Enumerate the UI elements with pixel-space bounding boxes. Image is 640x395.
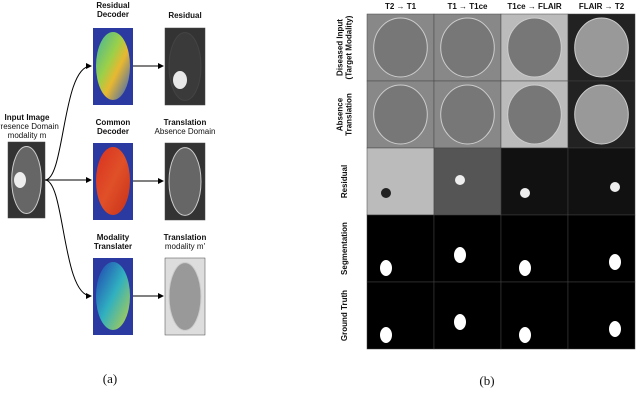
row-label: Segmentation: [340, 222, 349, 275]
mask-blob: [380, 260, 392, 276]
module-label: Translater: [94, 242, 132, 251]
module-label: Decoder: [97, 127, 129, 136]
module-map: [96, 262, 130, 330]
column-header: T1 → T1ce: [447, 2, 488, 11]
row-label: Translation: [345, 93, 354, 136]
input-subtitle: modality m: [8, 131, 47, 140]
residual-blob: [520, 188, 530, 198]
lesion: [14, 172, 26, 188]
brain: [168, 262, 202, 331]
row-label: Residual: [340, 165, 349, 198]
mask-blob: [454, 314, 466, 330]
module-label: Decoder: [97, 10, 129, 19]
row-label: Ground Truth: [340, 290, 349, 341]
brain: [507, 84, 562, 145]
brain: [11, 146, 42, 214]
column-header: FLAIR → T2: [579, 2, 625, 11]
column-header: T2 → T1: [385, 2, 417, 11]
residual-blob: [173, 71, 187, 89]
image-frame: [433, 281, 502, 350]
image-frame: [500, 281, 569, 350]
brain: [440, 84, 495, 145]
brain: [168, 147, 202, 216]
input-title: Input Image: [5, 113, 50, 122]
mask-blob: [519, 327, 531, 343]
mask-blob: [609, 254, 621, 270]
image-frame: [433, 147, 502, 216]
image-frame: [567, 281, 636, 350]
image-frame: [366, 214, 435, 283]
mask-blob: [454, 247, 466, 263]
brain: [440, 17, 495, 78]
row-label: Diseased Input: [336, 19, 345, 76]
mask-blob: [519, 260, 531, 276]
residual-blob: [610, 182, 620, 192]
brain: [574, 17, 629, 78]
module-label: Residual: [96, 1, 129, 10]
image-frame: [567, 214, 636, 283]
brain: [168, 32, 202, 101]
module-map: [96, 147, 130, 215]
brain: [507, 17, 562, 78]
row-label: Absence: [336, 97, 345, 131]
image-frame: [500, 214, 569, 283]
brain: [574, 84, 629, 145]
brain: [373, 17, 428, 78]
input-subtitle: Presence Domain: [0, 122, 59, 131]
caption: (b): [479, 373, 494, 388]
mask-blob: [609, 321, 621, 337]
arrow: [44, 179, 92, 299]
mask-blob: [380, 327, 392, 343]
output-title: Translation: [164, 118, 207, 127]
module-map: [96, 32, 130, 100]
output-title: Translation: [164, 233, 207, 242]
residual-blob: [455, 175, 465, 185]
brain: [373, 84, 428, 145]
arrow: [44, 63, 92, 181]
column-header: T1ce → FLAIR: [507, 2, 561, 11]
caption: (a): [103, 371, 117, 386]
image-frame: [366, 281, 435, 350]
image-frame: [500, 147, 569, 216]
residual-blob: [381, 188, 391, 198]
image-frame: [567, 147, 636, 216]
image-frame: [366, 147, 435, 216]
output-subtitle: Absence Domain: [155, 127, 216, 136]
module-label: Common: [96, 118, 131, 127]
output-subtitle: modality m': [165, 242, 206, 251]
row-label: (Target Modality): [345, 15, 354, 79]
module-label: Modality: [97, 233, 130, 242]
image-frame: [433, 214, 502, 283]
output-title: Residual: [168, 11, 201, 20]
